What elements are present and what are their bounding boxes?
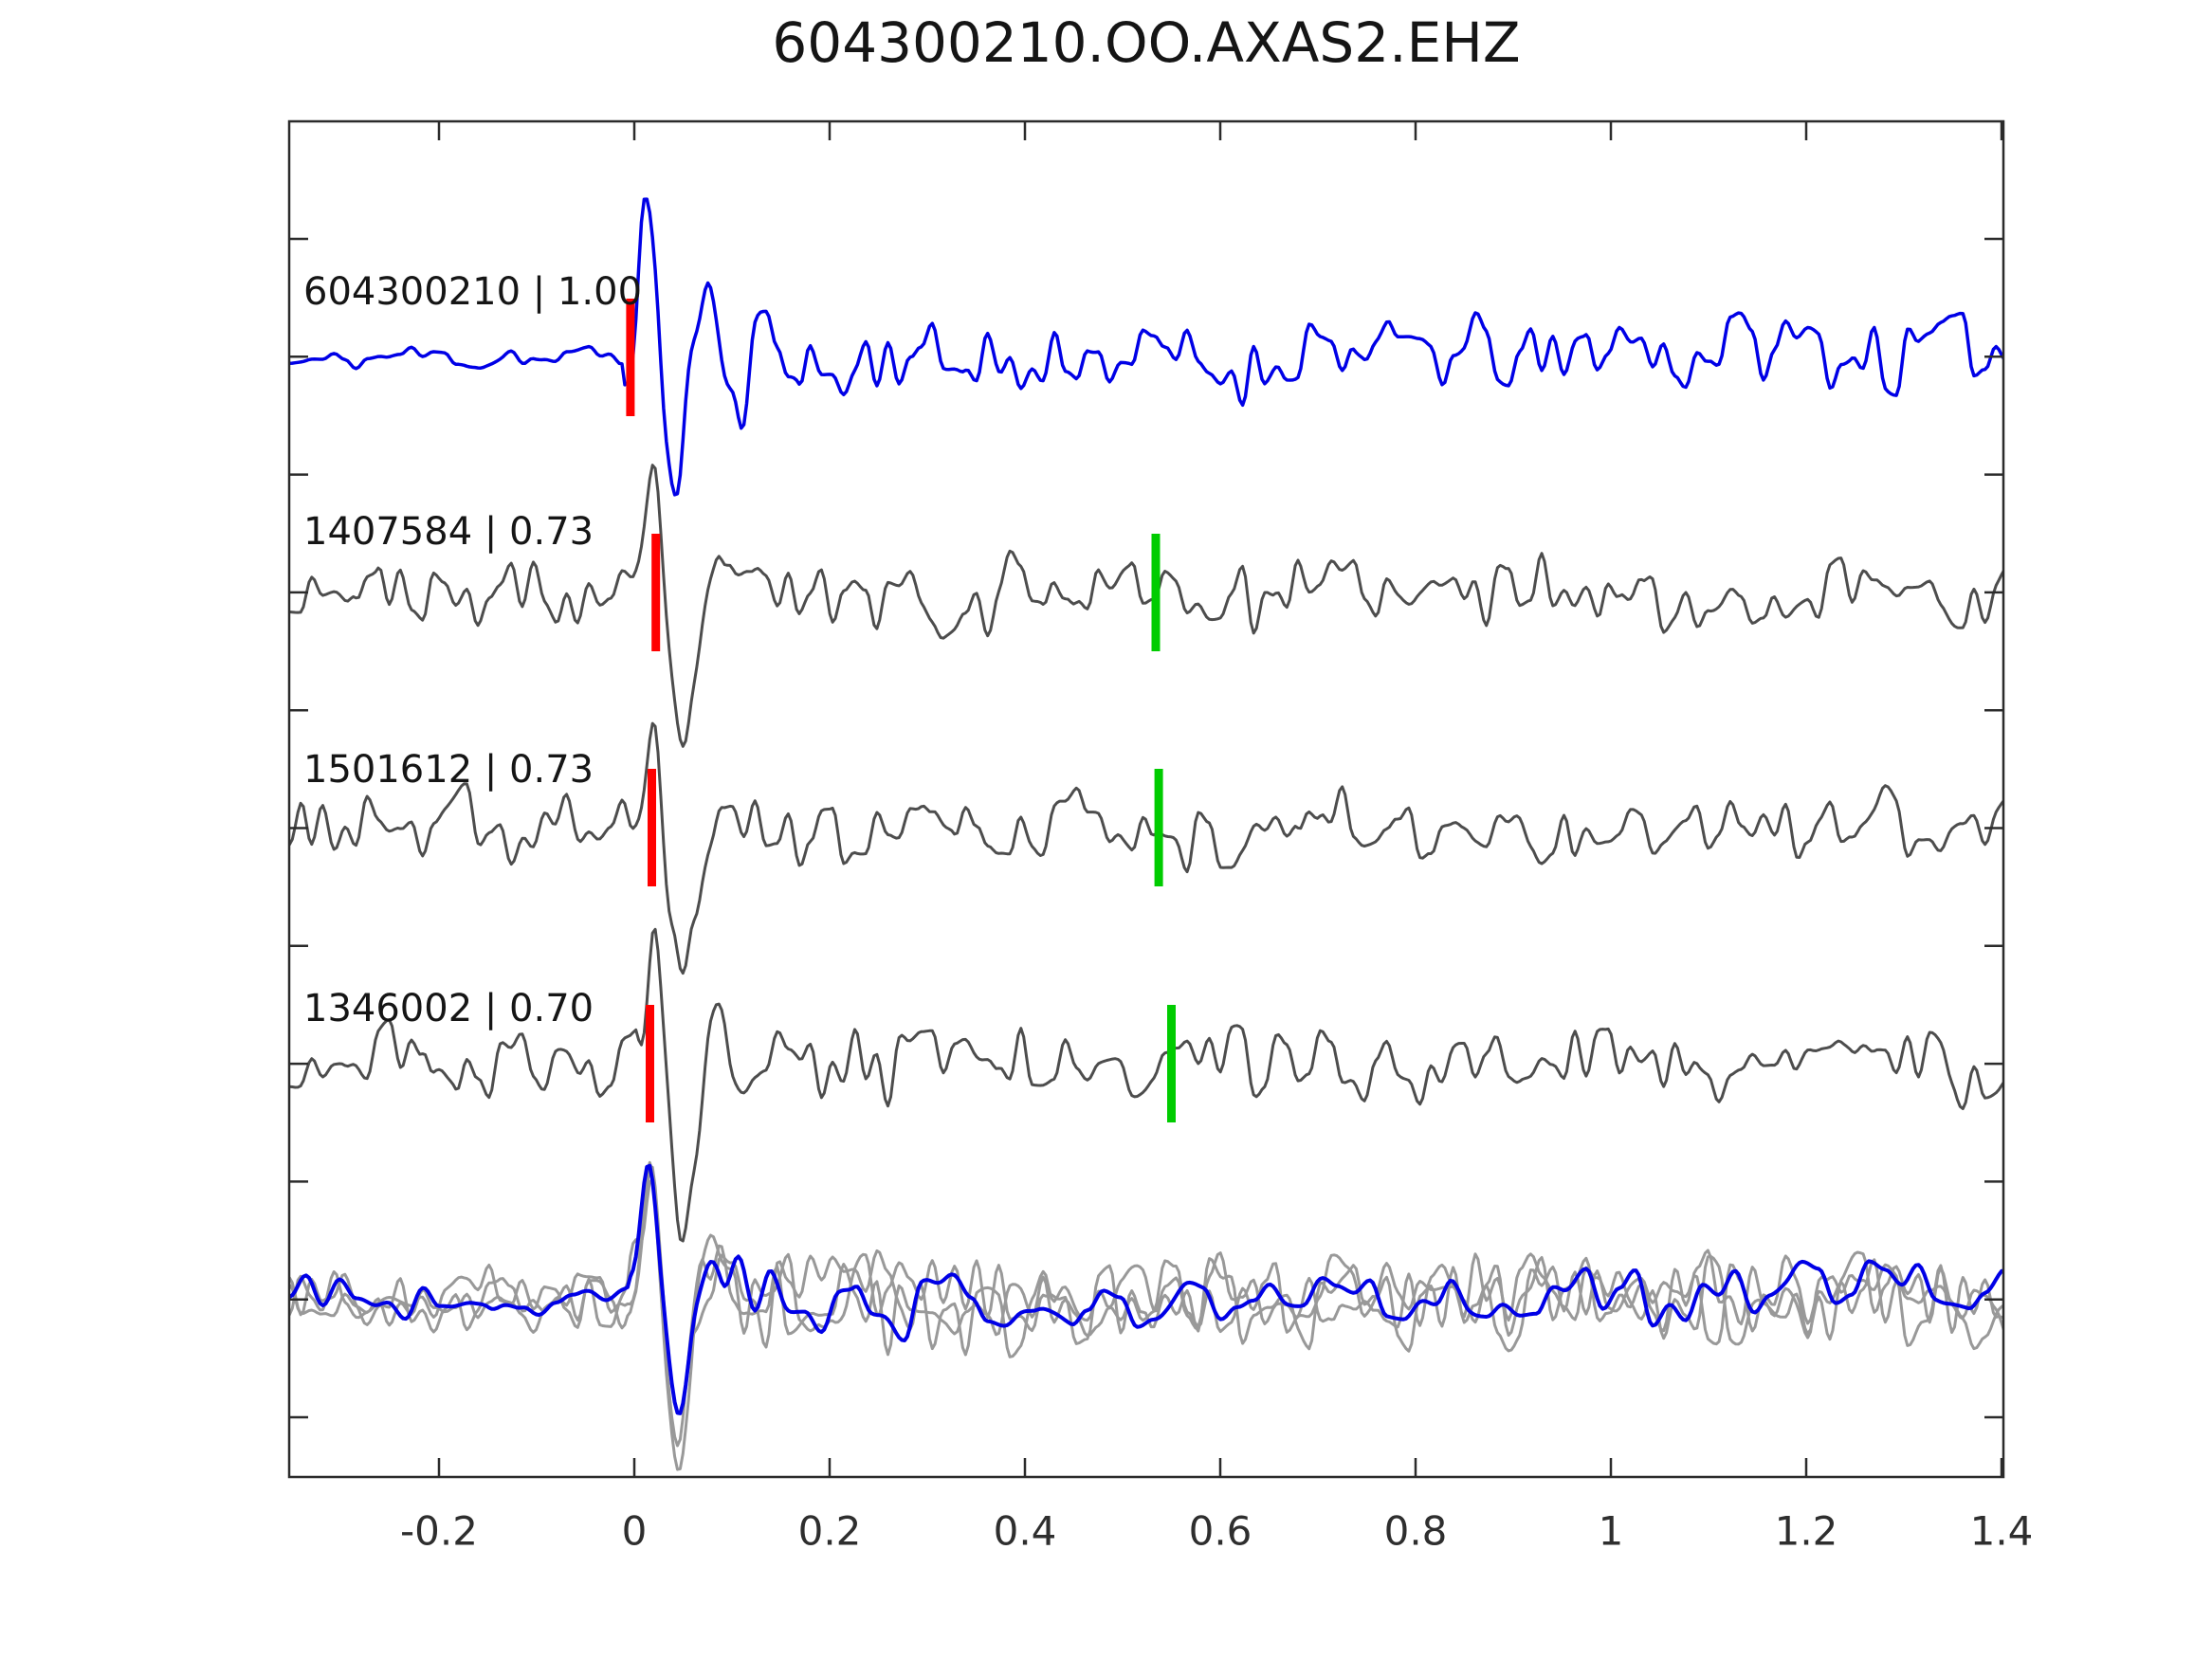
pick-green-marker <box>1154 769 1163 886</box>
x-tick-label: 1 <box>1598 1507 1624 1555</box>
figure-title: 604300210.OO.AXAS2.EHZ <box>772 10 1521 75</box>
pick-red-marker <box>651 534 661 651</box>
query-trace-604300210 <box>289 197 2003 497</box>
trace-label-template-1: 1407584 | 0.73 <box>303 510 594 554</box>
x-tick-label: 0.8 <box>1383 1507 1448 1555</box>
x-tick-label: 0 <box>621 1507 648 1555</box>
x-tick-label: 0.2 <box>797 1507 862 1555</box>
trace-label-template-2: 1501612 | 0.73 <box>303 748 594 792</box>
template-trace-1501612 <box>289 721 2003 975</box>
overlay-query-trace <box>289 1163 2003 1415</box>
x-tick-label: 1.2 <box>1774 1507 1838 1555</box>
template-trace-1407584 <box>289 464 2003 748</box>
trace-label-query: 604300210 | 1.00 <box>303 270 643 314</box>
pick-red-marker <box>646 1005 654 1122</box>
pick-red-marker <box>626 299 635 416</box>
pick-red-marker <box>648 769 656 886</box>
x-tick-label: 1.4 <box>1969 1507 2034 1555</box>
pick-green-marker <box>1167 1005 1176 1122</box>
trace-label-template-3: 1346002 | 0.70 <box>303 987 594 1030</box>
overlay-template-trace-1 <box>289 1178 2003 1448</box>
x-tick-label: 0.6 <box>1188 1507 1252 1555</box>
plot-frame <box>287 119 2005 1479</box>
x-tick-label: -0.2 <box>400 1507 478 1555</box>
template-trace-1346002 <box>289 927 2003 1243</box>
pick-green-marker <box>1151 534 1161 651</box>
overlay-template-trace-2 <box>289 1165 2003 1415</box>
x-tick-label: 0.4 <box>993 1507 1057 1555</box>
